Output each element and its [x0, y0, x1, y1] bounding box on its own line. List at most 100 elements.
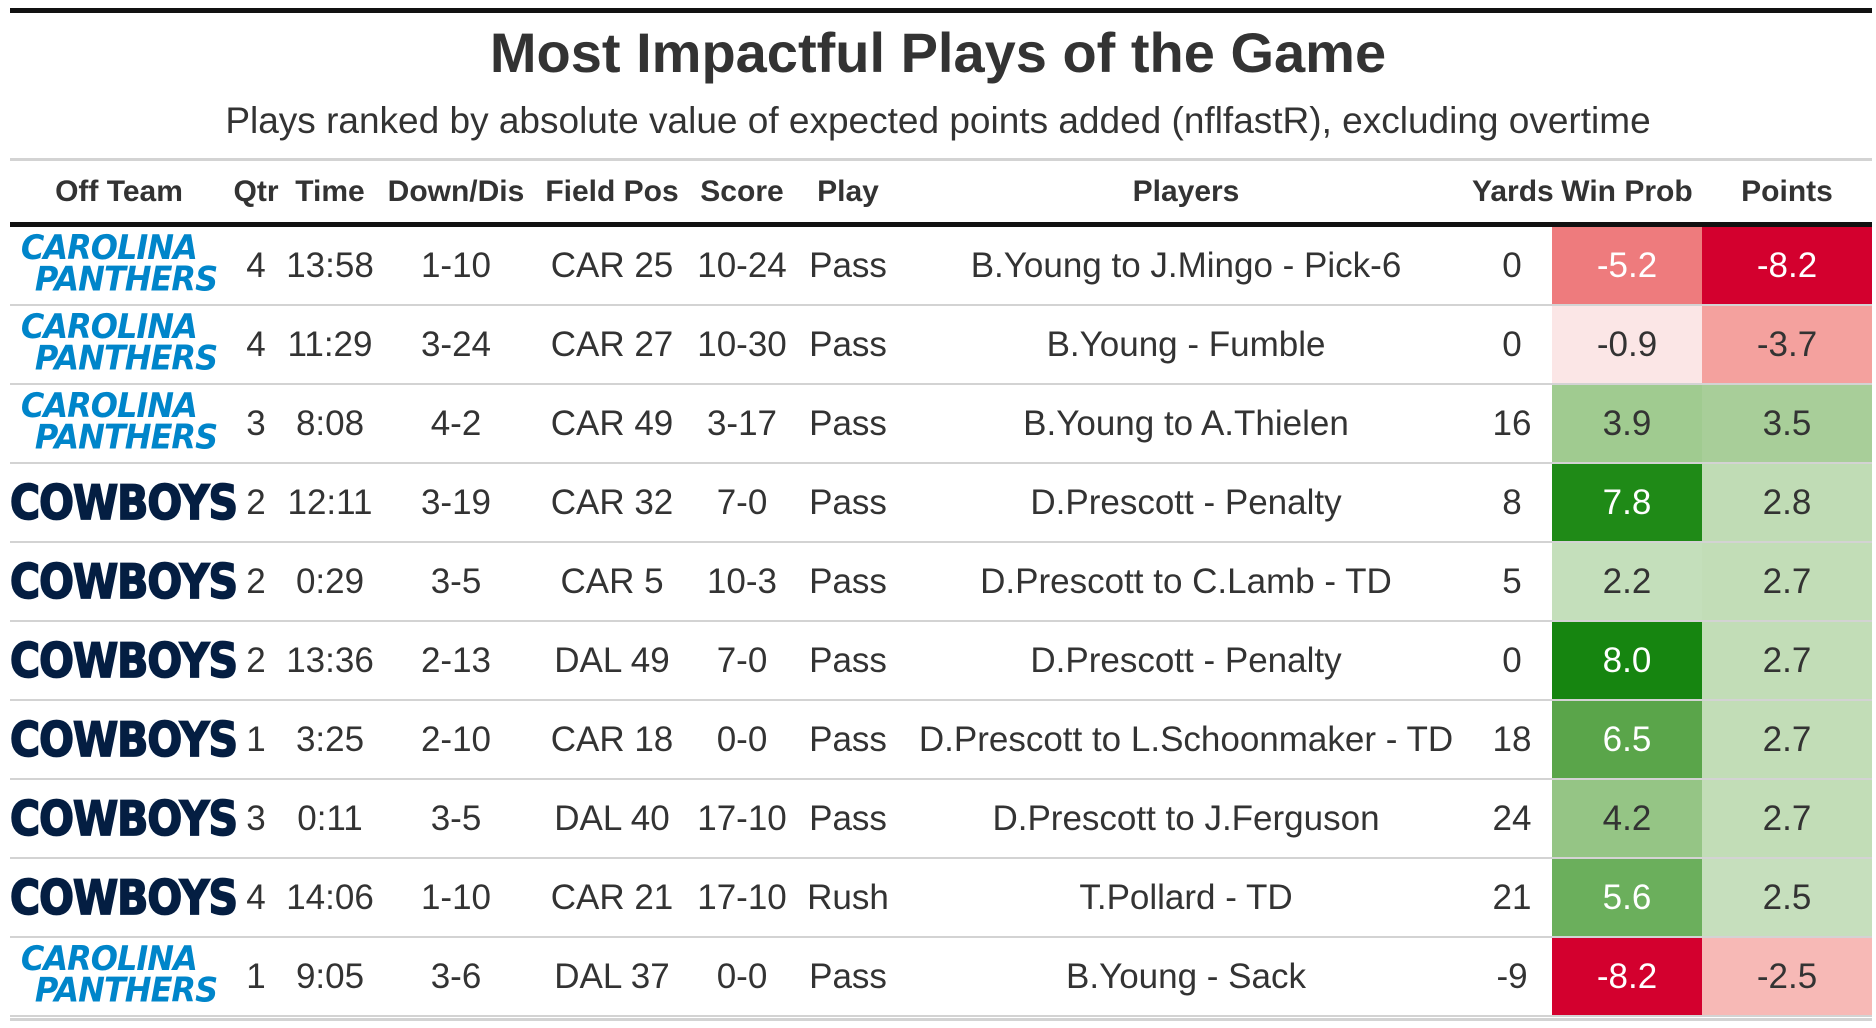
field-pos-cell: CAR 32: [536, 463, 688, 543]
points-cell: 3.5: [1702, 384, 1872, 464]
col-header-time: Time: [284, 161, 376, 227]
qtr-cell: 2: [228, 621, 284, 701]
points-cell: 2.7: [1702, 779, 1872, 859]
score-cell: 17-10: [688, 858, 796, 938]
field-pos-cell: CAR 5: [536, 542, 688, 622]
win-prob-cell: 2.2: [1552, 542, 1702, 622]
win-prob-cell: -5.2: [1552, 224, 1702, 306]
dallas-cowboys-logo: COWBOYS: [9, 711, 239, 768]
down-dis-cell: 3-24: [376, 305, 536, 385]
down-dis-cell: 3-5: [376, 779, 536, 859]
points-cell: 2.7: [1702, 621, 1872, 701]
score-cell: 7-0: [688, 621, 796, 701]
points-cell: -8.2: [1702, 224, 1872, 306]
qtr-cell: 4: [228, 858, 284, 938]
win-prob-cell: 6.5: [1552, 700, 1702, 780]
col-header-off-team: Off Team: [10, 161, 228, 227]
yards-cell: 21: [1472, 858, 1552, 938]
down-dis-cell: 3-6: [376, 937, 536, 1017]
time-cell: 9:05: [284, 937, 376, 1017]
col-header-players: Players: [900, 161, 1472, 227]
header-rule: [10, 158, 1872, 161]
plays-body: CAROLINA PANTHERS 4 13:58 1-10 CAR 25 10-24 Pas…: [9, 224, 1872, 1017]
down-dis-cell: 2-10: [376, 700, 536, 780]
carolina-panthers-logo: CAROLINA PANTHERS: [20, 227, 218, 299]
carolina-panthers-logo: CAROLINA PANTHERS: [20, 938, 218, 1010]
play-cell: Pass: [796, 305, 900, 385]
down-dis-cell: 3-19: [376, 463, 536, 543]
yards-cell: -9: [1472, 937, 1552, 1017]
points-cell: 2.5: [1702, 858, 1872, 938]
bottom-rule: [10, 1018, 1872, 1021]
score-cell: 3-17: [688, 384, 796, 464]
down-dis-cell: 2-13: [376, 621, 536, 701]
players-cell: D.Prescott - Penalty: [900, 463, 1472, 543]
yards-cell: 16: [1472, 384, 1552, 464]
play-cell: Pass: [796, 224, 900, 306]
qtr-cell: 3: [228, 779, 284, 859]
off-team-cell: COWBOYS: [9, 542, 239, 622]
table-row: COWBOYS 1 3:25 2-10 CAR 18 0-0 Pass D.Prescott …: [9, 700, 1872, 780]
qtr-cell: 2: [228, 542, 284, 622]
points-cell: -2.5: [1702, 937, 1872, 1017]
play-cell: Pass: [796, 621, 900, 701]
win-prob-cell: 4.2: [1552, 779, 1702, 859]
time-cell: 0:29: [284, 542, 376, 622]
table-row: COWBOYS 2 0:29 3-5 CAR 5 10-3 Pass D.Prescott t…: [9, 542, 1872, 622]
down-dis-cell: 3-5: [376, 542, 536, 622]
points-cell: 2.7: [1702, 700, 1872, 780]
win-prob-cell: -8.2: [1552, 937, 1702, 1017]
field-pos-cell: CAR 25: [536, 224, 688, 306]
play-cell: Pass: [796, 463, 900, 543]
table-row: CAROLINA PANTHERS 1 9:05 3-6 DAL 37 0-0 Pass B.Y…: [10, 937, 1872, 1017]
players-cell: D.Prescott to L.Schoonmaker - TD: [900, 700, 1472, 780]
score-cell: 10-24: [688, 224, 796, 306]
down-dis-cell: 1-10: [376, 224, 536, 306]
win-prob-cell: 3.9: [1552, 384, 1702, 464]
score-cell: 10-3: [688, 542, 796, 622]
players-cell: B.Young - Fumble: [900, 305, 1472, 385]
players-cell: B.Young to A.Thielen: [900, 384, 1472, 464]
win-prob-cell: 7.8: [1552, 463, 1702, 543]
col-header-down-dis: Down/Dis: [376, 161, 536, 227]
field-pos-cell: CAR 21: [536, 858, 688, 938]
dallas-cowboys-logo: COWBOYS: [9, 869, 239, 926]
dallas-cowboys-logo: COWBOYS: [9, 790, 239, 847]
play-cell: Pass: [796, 384, 900, 464]
score-cell: 0-0: [688, 700, 796, 780]
yards-cell: 0: [1472, 224, 1552, 306]
carolina-panthers-logo: CAROLINA PANTHERS: [20, 385, 218, 457]
field-pos-cell: DAL 40: [536, 779, 688, 859]
dallas-cowboys-logo: COWBOYS: [9, 632, 239, 689]
off-team-cell: CAROLINA PANTHERS: [10, 937, 228, 1017]
yards-cell: 0: [1472, 305, 1552, 385]
score-cell: 7-0: [688, 463, 796, 543]
col-header-points: Points: [1702, 161, 1872, 227]
time-cell: 13:36: [284, 621, 376, 701]
plays-table: Off Team Qtr Time Down/Dis Field Pos Sco…: [9, 161, 1872, 1017]
points-cell: 2.7: [1702, 542, 1872, 622]
field-pos-cell: CAR 27: [536, 305, 688, 385]
table-row: COWBOYS 2 13:36 2-13 DAL 49 7-0 Pass D.Prescott…: [9, 621, 1872, 701]
time-cell: 0:11: [284, 779, 376, 859]
col-header-win-prob: Win Prob: [1552, 161, 1702, 227]
yards-cell: 0: [1472, 621, 1552, 701]
time-cell: 13:58: [284, 224, 376, 306]
down-dis-cell: 1-10: [376, 858, 536, 938]
table-subtitle: Plays ranked by absolute value of expect…: [225, 100, 1651, 141]
players-cell: D.Prescott to C.Lamb - TD: [900, 542, 1472, 622]
table-row: COWBOYS 2 12:11 3-19 CAR 32 7-0 Pass D.Prescott…: [9, 463, 1872, 543]
qtr-cell: 2: [228, 463, 284, 543]
dallas-cowboys-logo: COWBOYS: [9, 474, 239, 531]
yards-cell: 8: [1472, 463, 1552, 543]
off-team-cell: CAROLINA PANTHERS: [10, 305, 228, 385]
field-pos-cell: CAR 49: [536, 384, 688, 464]
play-cell: Pass: [796, 779, 900, 859]
dallas-cowboys-logo: COWBOYS: [9, 553, 239, 610]
players-cell: B.Young to J.Mingo - Pick-6: [900, 224, 1472, 306]
carolina-panthers-logo: CAROLINA PANTHERS: [20, 306, 218, 378]
down-dis-cell: 4-2: [376, 384, 536, 464]
off-team-cell: CAROLINA PANTHERS: [10, 384, 228, 464]
score-cell: 10-30: [688, 305, 796, 385]
